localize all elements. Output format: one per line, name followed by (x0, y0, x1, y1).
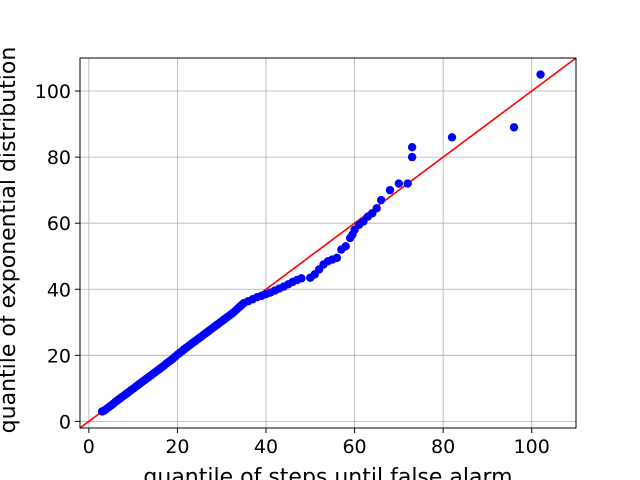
x-tick-label: 80 (431, 436, 455, 458)
data-point (394, 179, 404, 188)
x-tick-label: 60 (342, 436, 366, 458)
data-point (509, 123, 519, 132)
data-point (376, 195, 386, 205)
y-tick-label: 100 (35, 81, 71, 103)
data-point (407, 142, 417, 152)
data-point (536, 70, 545, 79)
data-points (97, 70, 545, 416)
y-tick-label: 80 (47, 147, 71, 169)
y-axis-label: quantile of exponential distribution (0, 47, 21, 434)
y-tick-label: 40 (47, 279, 71, 301)
data-point (407, 152, 417, 162)
plot-frame (79, 57, 577, 429)
y-tick-label: 60 (47, 213, 71, 235)
data-point (372, 204, 381, 213)
data-point (332, 253, 342, 263)
data-point (403, 179, 412, 188)
grid-lines (80, 58, 576, 428)
y-tick-label: 20 (47, 345, 71, 367)
axis-ticks: 0 20 40 60 80 100 0 20 40 60 80 100 (35, 81, 550, 458)
data-point (447, 133, 457, 142)
data-point (297, 274, 306, 283)
x-tick-label: 40 (254, 436, 278, 458)
x-tick-label: 20 (165, 436, 189, 458)
x-tick-label: 100 (514, 436, 550, 458)
data-point (341, 242, 350, 251)
y-tick-label: 0 (59, 411, 71, 433)
x-axis-label: quantile of steps until false alarm (143, 465, 512, 480)
data-point (385, 185, 395, 195)
x-tick-label: 0 (83, 436, 95, 458)
